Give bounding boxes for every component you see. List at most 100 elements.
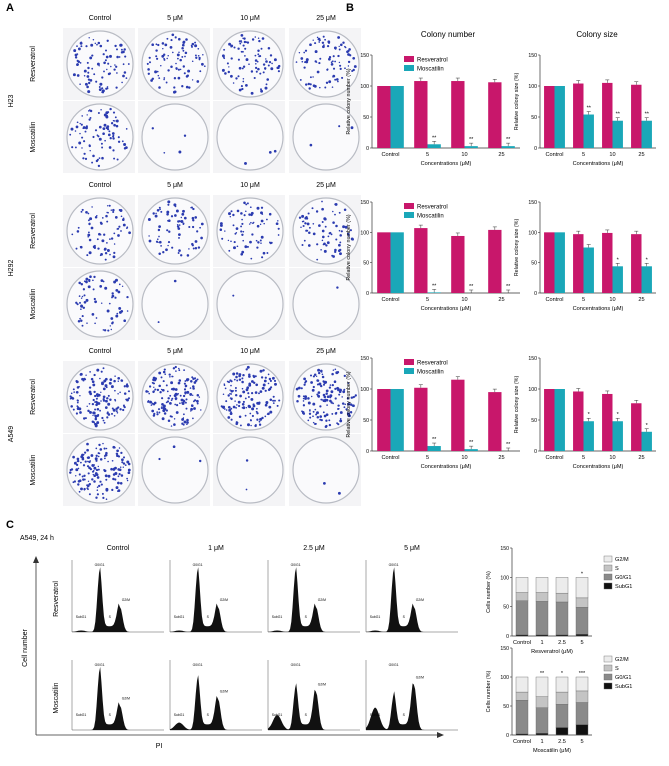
colony-dot [170, 381, 174, 385]
colony-dot [84, 417, 87, 420]
colony-dot [224, 72, 227, 75]
colony-dot [148, 239, 152, 243]
colony-dot [89, 79, 93, 82]
treatment-row-label: Resveratrol [30, 213, 37, 249]
bar [631, 84, 642, 148]
colony-dot [167, 69, 170, 72]
colony-dot [86, 61, 89, 64]
y-tick-label: 100 [360, 84, 369, 90]
colony-dot [227, 405, 231, 409]
bar [544, 86, 555, 148]
colony-dot [89, 56, 93, 60]
colony-dot [122, 466, 125, 468]
colony-dot [245, 388, 249, 392]
colony-dot [158, 252, 161, 255]
culture-plate [66, 270, 134, 338]
colony-dot [304, 49, 308, 52]
colony-dot [69, 468, 72, 472]
colony-dot [103, 113, 107, 117]
colony-dot [88, 81, 91, 85]
significance-label: ** [587, 106, 592, 112]
colony-dot [86, 405, 88, 408]
colony-dot [315, 375, 318, 378]
colony-dot [158, 411, 161, 414]
colony-dot [119, 43, 123, 47]
colony-dot [271, 62, 273, 65]
colony-dot [323, 414, 327, 418]
colony-dot [161, 42, 165, 45]
colony-dot [116, 412, 119, 414]
colony-dot [183, 369, 186, 372]
colony-dot [103, 468, 106, 472]
dna-content-histogram [170, 675, 244, 730]
colony-dot [100, 109, 102, 111]
colony-dot [110, 122, 114, 125]
stack-legend-swatch [603, 682, 613, 690]
colony-dot [262, 71, 265, 74]
colony-dot [76, 459, 80, 463]
colony-dot [308, 87, 311, 90]
colony-dot [347, 232, 350, 235]
colony-dot [181, 418, 185, 421]
stack-legend-label: G0/G1 [615, 575, 631, 581]
colony-dot [112, 111, 116, 114]
colony-dot [310, 395, 313, 398]
colony-dot [112, 135, 115, 138]
colony-dot [239, 42, 242, 45]
colony-dot [170, 415, 173, 418]
colony-dot [178, 150, 182, 154]
colony-dot [277, 70, 280, 73]
colony-dot [248, 223, 251, 225]
colony-dot [124, 55, 127, 58]
colony-dot [182, 49, 185, 52]
colony-dot [78, 295, 81, 297]
colony-dot [94, 300, 97, 304]
colony-dot [166, 400, 170, 403]
colony-dot [178, 224, 181, 226]
legend-label: Moscatilin [417, 67, 444, 73]
colony-dot [168, 219, 171, 222]
colony-dot [230, 389, 234, 393]
colony-dot [345, 226, 348, 229]
colony-dot [80, 455, 84, 459]
bar [451, 81, 465, 148]
colony-dot [244, 245, 248, 249]
colony-dot [264, 415, 267, 418]
colony-dot [334, 397, 337, 400]
colony-dot [98, 88, 102, 92]
colony-dot [224, 230, 226, 232]
colony-dot [172, 445, 176, 449]
colony-dot [343, 388, 346, 391]
colony-dot [178, 379, 182, 382]
bar [641, 431, 652, 451]
colony-dot [76, 53, 79, 56]
colony-dot [173, 418, 176, 420]
colony-dot [272, 399, 275, 402]
colony-dot [108, 302, 111, 305]
bar [488, 392, 502, 451]
colony-dot [253, 76, 256, 80]
x-tick-label: 10 [609, 455, 615, 461]
colony-dot [85, 374, 87, 376]
colony-dot [319, 405, 322, 408]
colony-dot [203, 65, 206, 68]
colony-dot [190, 380, 193, 383]
colony-dot [331, 372, 334, 376]
colony-dot [173, 394, 177, 398]
colony-dot [70, 392, 73, 395]
significance-label: ** [469, 284, 474, 290]
colony-dot [230, 393, 233, 395]
colony-dot [175, 411, 179, 414]
colony-dot [102, 387, 106, 391]
colony-dot [339, 417, 342, 420]
colony-dot [268, 377, 272, 381]
colony-dot [82, 464, 86, 467]
colony-dot [78, 473, 81, 476]
colony-dot [277, 220, 279, 222]
colony-dot [83, 140, 86, 143]
colony-dot [247, 423, 250, 427]
gate-label-s: S [305, 615, 308, 619]
colony-dot [245, 368, 248, 371]
panel-a-colony-plates: Control 5 μM 10 μM 25 μMH23ResveratrolMosca… [8, 15, 361, 506]
